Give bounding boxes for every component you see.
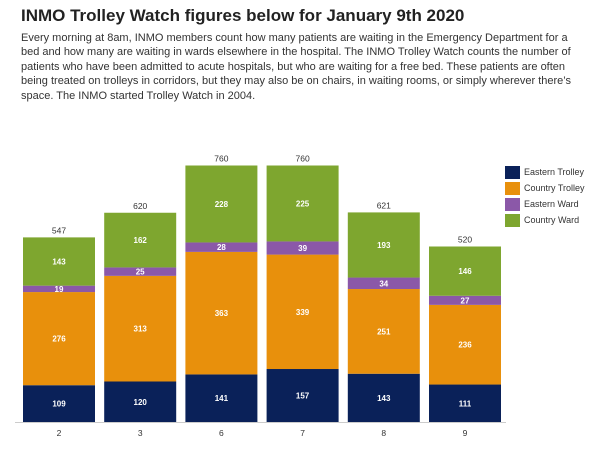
bar-country-ward-6[interactable] [185,165,258,243]
total-label-7: 760 [296,154,310,164]
data-label-eastern-ward-6: 28 [217,243,226,252]
data-label-eastern-ward-9: 27 [461,296,470,305]
bar-country-ward-2[interactable] [23,237,95,286]
total-label-3: 620 [133,201,147,211]
x-tick-label-8: 8 [381,428,386,438]
legend-swatch-eastern-ward [505,198,520,211]
data-label-country-ward-7: 225 [296,199,310,208]
data-label-eastern-trolley-2: 109 [52,400,66,409]
bar-eastern-trolley-8[interactable] [347,373,420,422]
bar-country-trolley-3[interactable] [104,275,177,382]
legend-label-country-trolley: Country Trolley [524,183,585,193]
bar-eastern-trolley-7[interactable] [266,369,339,422]
bar-country-trolley-7[interactable] [266,254,339,370]
data-label-country-ward-6: 228 [215,200,229,209]
bar-country-trolley-6[interactable] [185,251,258,375]
data-label-country-trolley-2: 276 [52,335,66,344]
bar-eastern-ward-8[interactable] [347,277,420,290]
total-label-6: 760 [214,154,228,164]
legend-label-eastern-trolley: Eastern Trolley [524,167,585,177]
x-tick-label-2: 2 [57,428,62,438]
legend-swatch-eastern-trolley [505,166,520,179]
data-label-country-ward-2: 143 [52,258,66,267]
data-label-country-ward-3: 162 [134,236,148,245]
bar-eastern-trolley-9[interactable] [429,384,501,422]
x-tick-label-7: 7 [300,428,305,438]
x-tick-label-6: 6 [219,428,224,438]
legend-swatch-country-trolley [505,182,520,195]
bar-country-ward-9[interactable] [429,246,501,296]
data-label-eastern-ward-3: 25 [136,268,145,277]
bar-eastern-trolley-3[interactable] [104,381,177,423]
bar-country-trolley-2[interactable] [23,292,95,386]
legend-swatch-country-ward [505,214,520,227]
total-label-2: 547 [52,225,66,235]
bar-country-trolley-8[interactable] [347,289,420,374]
data-label-eastern-ward-2: 19 [55,285,64,294]
legend-label-country-ward: Country Ward [524,215,579,225]
data-label-eastern-trolley-7: 157 [296,392,310,401]
data-label-country-trolley-6: 363 [215,309,229,318]
data-label-country-ward-8: 193 [377,241,391,250]
data-label-eastern-ward-8: 34 [379,279,388,288]
bar-eastern-ward-9[interactable] [429,295,501,305]
bar-eastern-ward-6[interactable] [185,242,258,252]
total-label-8: 621 [377,200,391,210]
data-label-country-trolley-8: 251 [377,327,391,336]
data-label-eastern-trolley-3: 120 [134,398,148,407]
bar-eastern-trolley-6[interactable] [185,374,258,422]
data-label-country-ward-9: 146 [458,267,472,276]
data-label-eastern-ward-7: 39 [298,244,307,253]
bar-country-ward-3[interactable] [104,212,177,268]
data-label-country-trolley-9: 236 [458,341,472,350]
bar-country-ward-8[interactable] [347,212,420,278]
bar-eastern-ward-2[interactable] [23,285,95,293]
page-description: Every morning at 8am, INMO members count… [21,32,572,102]
total-label-9: 520 [458,235,472,245]
legend-label-eastern-ward: Eastern Ward [524,199,579,209]
bar-eastern-ward-7[interactable] [266,241,339,255]
bar-eastern-ward-3[interactable] [104,267,177,276]
x-tick-label-9: 9 [463,428,468,438]
bar-eastern-trolley-2[interactable] [23,385,95,422]
bar-country-trolley-9[interactable] [429,304,501,385]
data-label-country-trolley-7: 339 [296,308,310,317]
data-label-eastern-trolley-6: 141 [215,394,229,403]
x-tick-label-3: 3 [138,428,143,438]
bar-country-ward-7[interactable] [266,165,339,242]
data-label-eastern-trolley-8: 143 [377,394,391,403]
data-label-country-trolley-3: 313 [134,325,148,334]
page-title: INMO Trolley Watch figures below for Jan… [21,6,465,25]
data-label-eastern-trolley-9: 111 [459,399,472,408]
